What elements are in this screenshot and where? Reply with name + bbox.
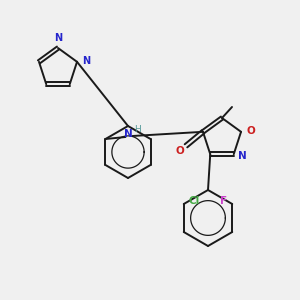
Text: N: N — [124, 129, 133, 139]
Text: H: H — [134, 124, 141, 134]
Text: F: F — [220, 196, 227, 206]
Text: N: N — [238, 151, 247, 161]
Text: O: O — [246, 126, 255, 136]
Text: Cl: Cl — [189, 196, 200, 206]
Text: O: O — [176, 146, 184, 156]
Text: N: N — [82, 56, 90, 66]
Text: N: N — [54, 33, 62, 43]
